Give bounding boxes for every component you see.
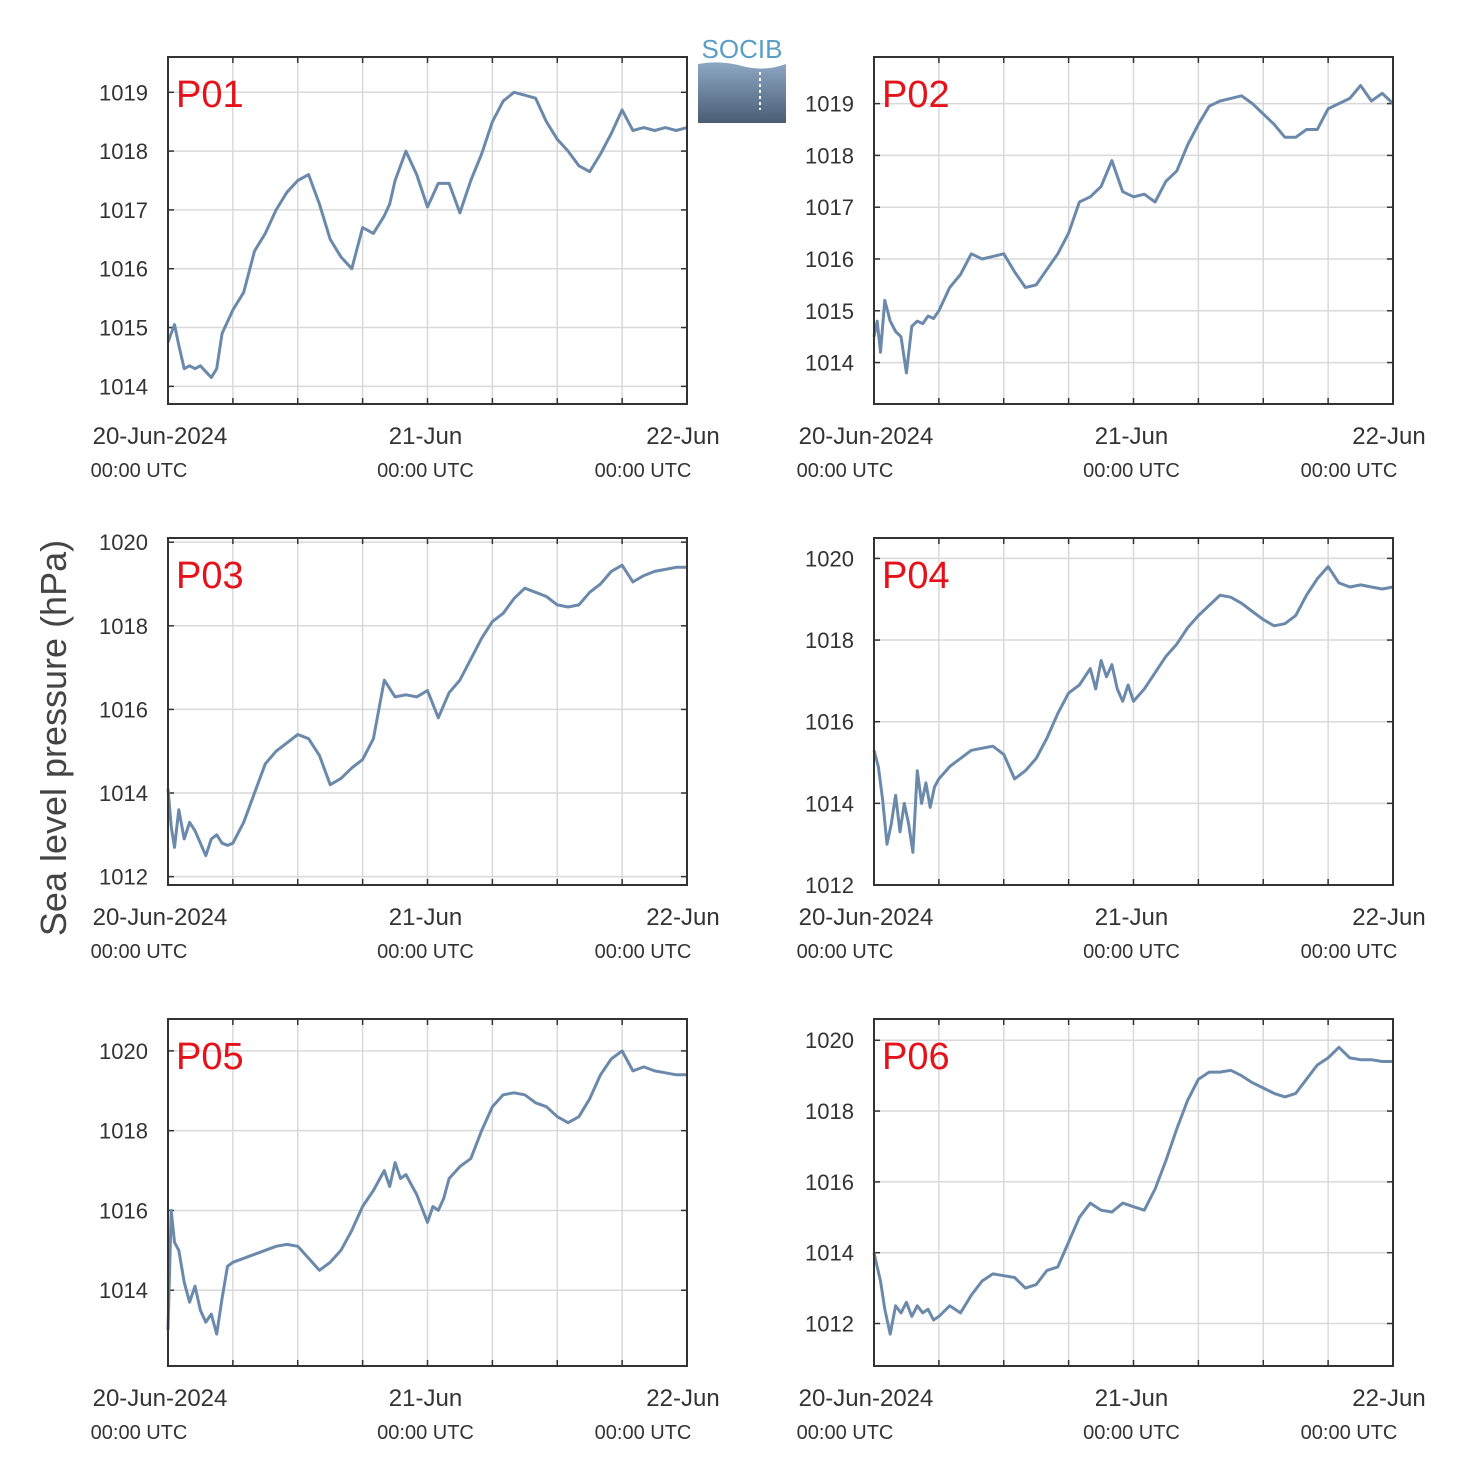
y-axis-label: Sea level pressure (hPa): [33, 540, 74, 936]
y-tick-label: 1014: [99, 374, 148, 399]
y-tick-label: 1012: [805, 1312, 854, 1337]
y-tick-label: 1017: [805, 195, 854, 220]
y-tick-label: 1016: [99, 697, 148, 722]
plot-frame: [873, 56, 1394, 405]
x-tick-label: 20-Jun-2024: [799, 904, 934, 931]
y-tick-label: 1014: [805, 1241, 854, 1266]
y-tick-label: 1016: [805, 247, 854, 272]
y-tick-label: 1015: [805, 299, 854, 324]
panel-label: P03: [176, 555, 244, 597]
x-tick-label: 20-Jun-2024: [799, 1385, 934, 1412]
chart-panel-p01: 1014 1015 1016 1017 1018 1019 P01 20-Jun-2024 21…: [91, 56, 720, 482]
pressure-series-line: [872, 1045, 1393, 1336]
pressure-series-line: [166, 563, 687, 858]
socib-logo: SOCIB: [698, 34, 786, 123]
x-utc-label: 00:00 UTC: [1301, 460, 1398, 482]
y-tick-label: 1012: [805, 873, 854, 898]
x-utc-label: 00:00 UTC: [377, 941, 474, 963]
y-tick-label: 1014: [99, 781, 148, 806]
x-utc-label: 00:00 UTC: [1301, 941, 1398, 963]
plot-frame: [873, 537, 1394, 886]
x-utc-label: 00:00 UTC: [797, 941, 894, 963]
x-tick-label: 22-Jun: [1352, 1385, 1425, 1412]
y-tick-label: 1016: [805, 710, 854, 735]
panel-label: P05: [176, 1036, 244, 1078]
x-tick-label: 21-Jun: [389, 423, 462, 450]
x-tick-label: 20-Jun-2024: [799, 423, 934, 450]
x-tick-label: 20-Jun-2024: [93, 423, 228, 450]
pressure-series-line: [166, 1049, 687, 1336]
x-utc-label: 00:00 UTC: [1083, 941, 1180, 963]
y-tick-label: 1020: [99, 1039, 148, 1064]
y-tick-label: 1018: [99, 139, 148, 164]
x-utc-label: 00:00 UTC: [797, 460, 894, 482]
x-utc-label: 00:00 UTC: [595, 941, 692, 963]
x-utc-label: 00:00 UTC: [595, 460, 692, 482]
y-tick-label: 1020: [99, 530, 148, 555]
plot-frame: [167, 56, 688, 405]
x-tick-label: 21-Jun: [389, 904, 462, 931]
chart-panel-p03: 1012 1014 1016 1018 1020 P03 20-Jun-2024 21-Jun…: [91, 530, 720, 963]
x-tick-label: 22-Jun: [646, 904, 719, 931]
y-tick-label: 1014: [805, 791, 854, 816]
x-utc-label: 00:00 UTC: [377, 1422, 474, 1444]
panel-label: P01: [176, 74, 244, 116]
x-tick-label: 22-Jun: [1352, 904, 1425, 931]
y-tick-label: 1020: [805, 546, 854, 571]
y-tick-label: 1017: [99, 198, 148, 223]
x-utc-label: 00:00 UTC: [797, 1422, 894, 1444]
pressure-series-line: [166, 90, 688, 379]
logo-wave-icon: [698, 62, 786, 123]
x-tick-label: 21-Jun: [1095, 904, 1168, 931]
y-tick-label: 1018: [805, 628, 854, 653]
y-tick-label: 1018: [99, 614, 148, 639]
plot-frame: [873, 1018, 1394, 1367]
chart-panel-p06: 1012 1014 1016 1018 1020 P06 20-Jun-2024 21-Jun…: [797, 1018, 1426, 1444]
y-tick-label: 1014: [805, 351, 854, 376]
x-utc-label: 00:00 UTC: [377, 460, 474, 482]
x-utc-label: 00:00 UTC: [91, 1422, 188, 1444]
x-utc-label: 00:00 UTC: [1301, 1422, 1398, 1444]
y-tick-label: 1016: [99, 1198, 148, 1223]
x-utc-label: 00:00 UTC: [1083, 460, 1180, 482]
x-tick-label: 20-Jun-2024: [93, 1385, 228, 1412]
y-tick-label: 1019: [99, 80, 148, 105]
y-tick-label: 1012: [99, 865, 148, 890]
panel-label: P06: [882, 1036, 950, 1078]
x-utc-label: 00:00 UTC: [91, 941, 188, 963]
x-utc-label: 00:00 UTC: [91, 460, 188, 482]
y-tick-label: 1020: [805, 1028, 854, 1053]
logo-text: SOCIB: [702, 34, 783, 64]
y-tick-label: 1015: [99, 316, 148, 341]
x-tick-label: 21-Jun: [389, 1385, 462, 1412]
plot-frame: [167, 1018, 688, 1367]
x-tick-label: 22-Jun: [646, 423, 719, 450]
panel-label: P02: [882, 74, 950, 116]
chart-panel-p02: 1014 1015 1016 1017 1018 1019 P02 20-Jun-2024 21…: [797, 56, 1426, 482]
y-tick-label: 1019: [805, 92, 854, 117]
plot-frame: [167, 537, 688, 886]
chart-panel-p04: 1012 1014 1016 1018 1020 P04 20-Jun-2024 21-Jun…: [797, 537, 1426, 963]
x-utc-label: 00:00 UTC: [595, 1422, 692, 1444]
x-utc-label: 00:00 UTC: [1083, 1422, 1180, 1444]
pressure-series-line: [872, 565, 1394, 854]
x-tick-label: 21-Jun: [1095, 423, 1168, 450]
x-tick-label: 20-Jun-2024: [93, 904, 228, 931]
x-tick-label: 21-Jun: [1095, 1385, 1168, 1412]
y-tick-label: 1018: [805, 143, 854, 168]
y-tick-label: 1016: [99, 257, 148, 282]
x-tick-label: 22-Jun: [646, 1385, 719, 1412]
panel-label: P04: [882, 555, 950, 597]
y-tick-label: 1018: [805, 1099, 854, 1124]
x-tick-label: 22-Jun: [1352, 423, 1425, 450]
y-tick-label: 1016: [805, 1170, 854, 1195]
chart-panel-p05: 1014 1016 1018 1020 P05 20-Jun-2024 21-Jun 22-J…: [91, 1018, 720, 1444]
y-tick-label: 1014: [99, 1278, 148, 1303]
pressure-series-line: [872, 84, 1395, 375]
y-tick-label: 1018: [99, 1119, 148, 1144]
